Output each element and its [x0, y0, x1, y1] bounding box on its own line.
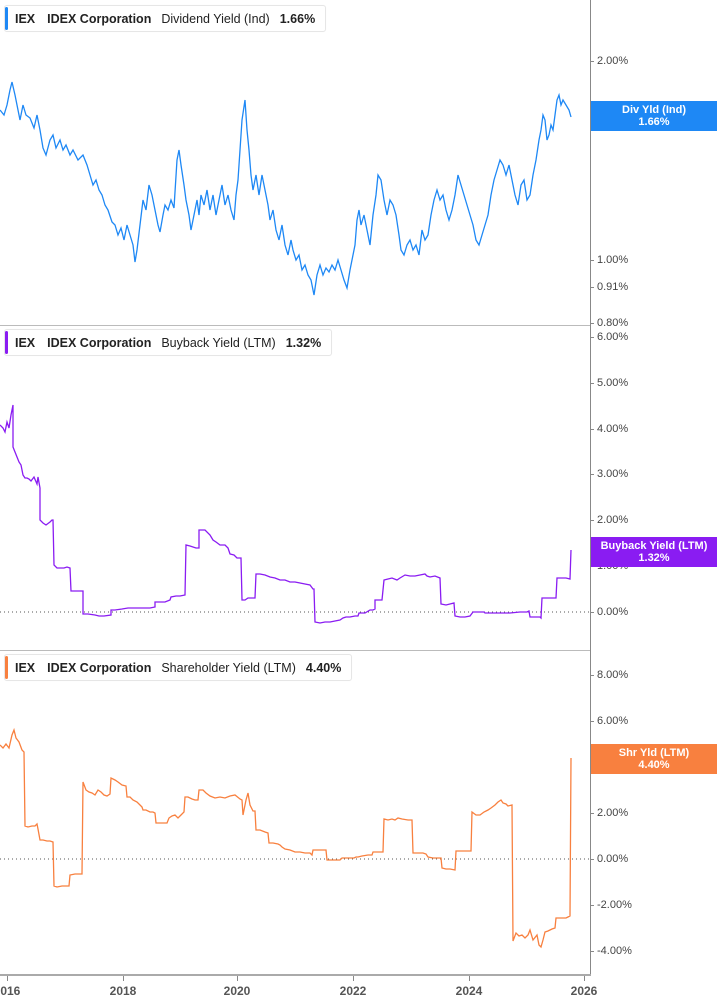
x-tick-mark: [237, 976, 238, 981]
tag-label: Buyback Yield (LTM): [600, 540, 708, 552]
y-tick: 0.80%: [590, 317, 629, 329]
x-tick-mark: [469, 976, 470, 981]
y-tick: 0.91%: [590, 281, 629, 293]
y-axis-line: [590, 0, 591, 975]
legend-metric: Shareholder Yield (LTM): [161, 660, 296, 675]
x-axis-line: [0, 974, 591, 976]
series-color-marker: [5, 7, 8, 30]
shareholder-yield-line: [0, 727, 572, 949]
legend-ticker: IEX: [15, 335, 36, 350]
last-value-tag-shareholder: Shr Yld (LTM) 4.40%: [591, 744, 717, 774]
y-tick: -2.00%: [591, 899, 632, 911]
x-tick-label: 2026: [570, 984, 598, 998]
x-tick-mark: [123, 976, 124, 981]
x-tick-label: 2024: [455, 984, 483, 998]
legend-ticker: IEX: [15, 11, 36, 26]
legend-metric: Dividend Yield (Ind): [161, 11, 270, 26]
x-tick-mark: [7, 976, 8, 981]
series-color-marker: [5, 656, 8, 679]
x-tick-label: 2016: [0, 984, 21, 998]
legend-value: 1.32%: [285, 335, 322, 350]
tag-label: Shr Yld (LTM): [618, 747, 690, 759]
y-tick: 6.00%: [590, 331, 629, 343]
legend-metric: Buyback Yield (LTM): [161, 335, 276, 350]
series-color-marker: [5, 331, 8, 354]
tag-value: 1.66%: [638, 116, 670, 128]
legend-shareholder-yield[interactable]: IEX IDEX Corporation Shareholder Yield (…: [4, 654, 353, 681]
legend-value: 4.40%: [305, 660, 342, 675]
tag-label: Div Yld (Ind): [622, 104, 686, 116]
y-tick: 0.00%: [590, 606, 629, 618]
panel-separator: [0, 325, 590, 326]
y-tick: 8.00%: [590, 669, 629, 681]
y-tick: -4.00%: [591, 945, 632, 957]
legend-dividend-yield[interactable]: IEX IDEX Corporation Dividend Yield (Ind…: [4, 5, 327, 32]
y-tick: 2.00%: [590, 807, 629, 819]
legend-company: IDEX Corporation: [47, 335, 152, 350]
y-tick: 6.00%: [590, 715, 629, 727]
tag-value: 4.40%: [638, 759, 670, 771]
panel-separator: [0, 650, 590, 651]
x-tick-label: 2022: [339, 984, 367, 998]
last-value-tag-dividend: Div Yld (Ind) 1.66%: [591, 101, 717, 131]
legend-value: 1.66%: [279, 11, 316, 26]
y-tick: 2.00%: [590, 55, 629, 67]
y-tick: 2.00%: [590, 514, 629, 526]
y-tick: 3.00%: [590, 468, 629, 480]
last-value-tag-buyback: Buyback Yield (LTM) 1.32%: [591, 537, 717, 567]
x-tick-label: 2018: [109, 984, 137, 998]
legend-buyback-yield[interactable]: IEX IDEX Corporation Buyback Yield (LTM)…: [4, 329, 333, 356]
x-tick-label: 2020: [223, 984, 251, 998]
x-tick-mark: [353, 976, 354, 981]
y-tick: 4.00%: [590, 423, 629, 435]
buyback-yield-line: [0, 404, 572, 624]
legend-company: IDEX Corporation: [47, 11, 152, 26]
x-tick-mark: [584, 976, 585, 981]
legend-ticker: IEX: [15, 660, 36, 675]
y-tick: 0.00%: [590, 853, 629, 865]
legend-company: IDEX Corporation: [47, 660, 152, 675]
y-tick: 1.00%: [590, 254, 629, 266]
tag-value: 1.32%: [638, 552, 670, 564]
dividend-yield-line: [0, 81, 572, 296]
y-tick: 5.00%: [590, 377, 629, 389]
